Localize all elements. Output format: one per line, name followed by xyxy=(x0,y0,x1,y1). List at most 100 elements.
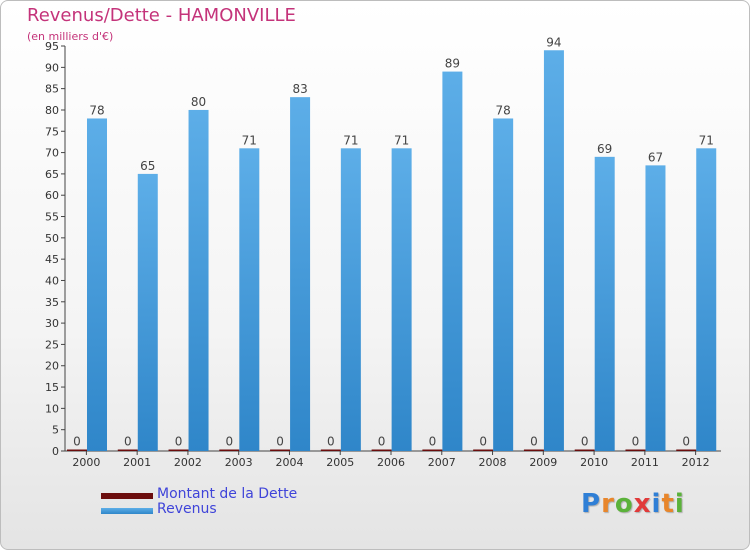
bar-debt xyxy=(523,449,544,451)
data-label-revenue: 69 xyxy=(597,142,612,156)
chart-subtitle: (en milliers d'€) xyxy=(27,30,114,43)
data-label-revenue: 67 xyxy=(648,150,663,164)
y-tick-label: 45 xyxy=(45,253,59,266)
bar-revenue xyxy=(137,173,158,452)
bar-revenue xyxy=(696,148,717,451)
x-tick-label: 2001 xyxy=(123,456,151,469)
data-label-debt: 0 xyxy=(175,435,183,449)
logo-letter: i xyxy=(674,489,685,519)
y-tick-label: 60 xyxy=(45,189,59,202)
bar-revenue xyxy=(594,156,615,451)
bar-revenue xyxy=(391,148,412,451)
y-tick-label: 25 xyxy=(45,338,59,351)
y-tick-label: 30 xyxy=(45,317,59,330)
y-tick-label: 65 xyxy=(45,168,59,181)
data-label-revenue: 89 xyxy=(445,57,460,71)
data-label-debt: 0 xyxy=(632,435,640,449)
data-label-debt: 0 xyxy=(124,435,132,449)
bar-revenue xyxy=(442,71,463,451)
bar-revenue xyxy=(188,109,209,452)
bar-debt xyxy=(320,449,341,451)
x-tick-label: 2004 xyxy=(275,456,303,469)
x-tick-label: 2011 xyxy=(631,456,659,469)
x-tick-label: 2006 xyxy=(377,456,405,469)
bar-revenue xyxy=(87,118,107,451)
data-label-revenue: 83 xyxy=(292,82,307,96)
x-tick-label: 2007 xyxy=(428,456,456,469)
logo-letter: x xyxy=(633,489,652,519)
legend-swatch-revenue xyxy=(101,508,153,514)
data-label-revenue: 80 xyxy=(191,95,206,109)
y-tick-label: 20 xyxy=(45,360,59,373)
y-tick-label: 5 xyxy=(52,424,59,437)
y-tick-label: 85 xyxy=(45,83,59,96)
data-label-debt: 0 xyxy=(73,435,81,449)
data-label-debt: 0 xyxy=(479,435,487,449)
data-label-revenue: 71 xyxy=(242,133,257,147)
logo-letter: o xyxy=(614,489,634,519)
bar-debt xyxy=(270,449,291,451)
y-tick-label: 0 xyxy=(52,445,59,458)
chart-title: Revenus/Dette - HAMONVILLE xyxy=(27,5,296,26)
data-label-revenue: 71 xyxy=(343,133,358,147)
logo-letter: i xyxy=(651,489,662,519)
bar-revenue xyxy=(645,165,666,452)
bar-debt xyxy=(371,449,392,451)
y-tick-label: 55 xyxy=(45,211,59,224)
bar-debt xyxy=(422,449,443,451)
bar-debt xyxy=(676,449,697,451)
y-tick-label: 80 xyxy=(45,104,59,117)
data-label-revenue: 71 xyxy=(394,133,409,147)
logo-letter: r xyxy=(601,489,615,519)
x-tick-label: 2005 xyxy=(326,456,354,469)
y-tick-label: 95 xyxy=(45,40,59,53)
x-tick-label: 2008 xyxy=(479,456,507,469)
bar-debt xyxy=(67,449,87,451)
y-tick-label: 10 xyxy=(45,402,59,415)
data-label-debt: 0 xyxy=(682,435,690,449)
data-label-debt: 0 xyxy=(429,435,437,449)
y-tick-label: 90 xyxy=(45,61,59,74)
bar-debt xyxy=(117,449,138,451)
y-tick-label: 40 xyxy=(45,274,59,287)
y-tick-label: 15 xyxy=(45,381,59,394)
data-label-debt: 0 xyxy=(276,435,284,449)
bar-debt xyxy=(574,449,595,451)
bar-debt xyxy=(168,449,189,451)
data-label-revenue: 65 xyxy=(140,159,155,173)
bar-debt xyxy=(625,449,646,451)
y-tick-label: 75 xyxy=(45,125,59,138)
y-tick-label: 50 xyxy=(45,232,59,245)
bar-revenue xyxy=(340,148,361,451)
data-label-debt: 0 xyxy=(530,435,538,449)
data-label-revenue: 94 xyxy=(546,35,561,49)
data-label-revenue: 78 xyxy=(496,103,511,117)
data-label-debt: 0 xyxy=(327,435,335,449)
logo-letter: P xyxy=(581,489,602,519)
x-tick-label: 2010 xyxy=(580,456,608,469)
data-label-debt: 0 xyxy=(225,435,233,449)
bar-debt xyxy=(219,449,240,451)
x-tick-label: 2003 xyxy=(225,456,253,469)
legend-swatch-debt xyxy=(101,493,153,499)
bar-debt xyxy=(473,449,494,451)
data-label-revenue: 71 xyxy=(699,133,714,147)
bar-revenue xyxy=(239,148,260,451)
y-tick-label: 35 xyxy=(45,296,59,309)
bar-revenue xyxy=(290,97,311,451)
x-tick-label: 2009 xyxy=(529,456,557,469)
x-tick-label: 2000 xyxy=(72,456,100,469)
x-tick-label: 2012 xyxy=(682,456,710,469)
bar-revenue xyxy=(543,50,564,452)
x-tick-label: 2002 xyxy=(174,456,202,469)
proxiti-logo: Proxiti xyxy=(581,489,685,519)
y-tick-label: 70 xyxy=(45,147,59,160)
legend-label-revenue: Revenus xyxy=(157,501,217,517)
data-label-revenue: 78 xyxy=(89,103,104,117)
logo-letter: t xyxy=(661,489,675,519)
bar-revenue xyxy=(493,118,514,451)
data-label-debt: 0 xyxy=(581,435,589,449)
legend-label-debt: Montant de la Dette xyxy=(157,486,298,502)
